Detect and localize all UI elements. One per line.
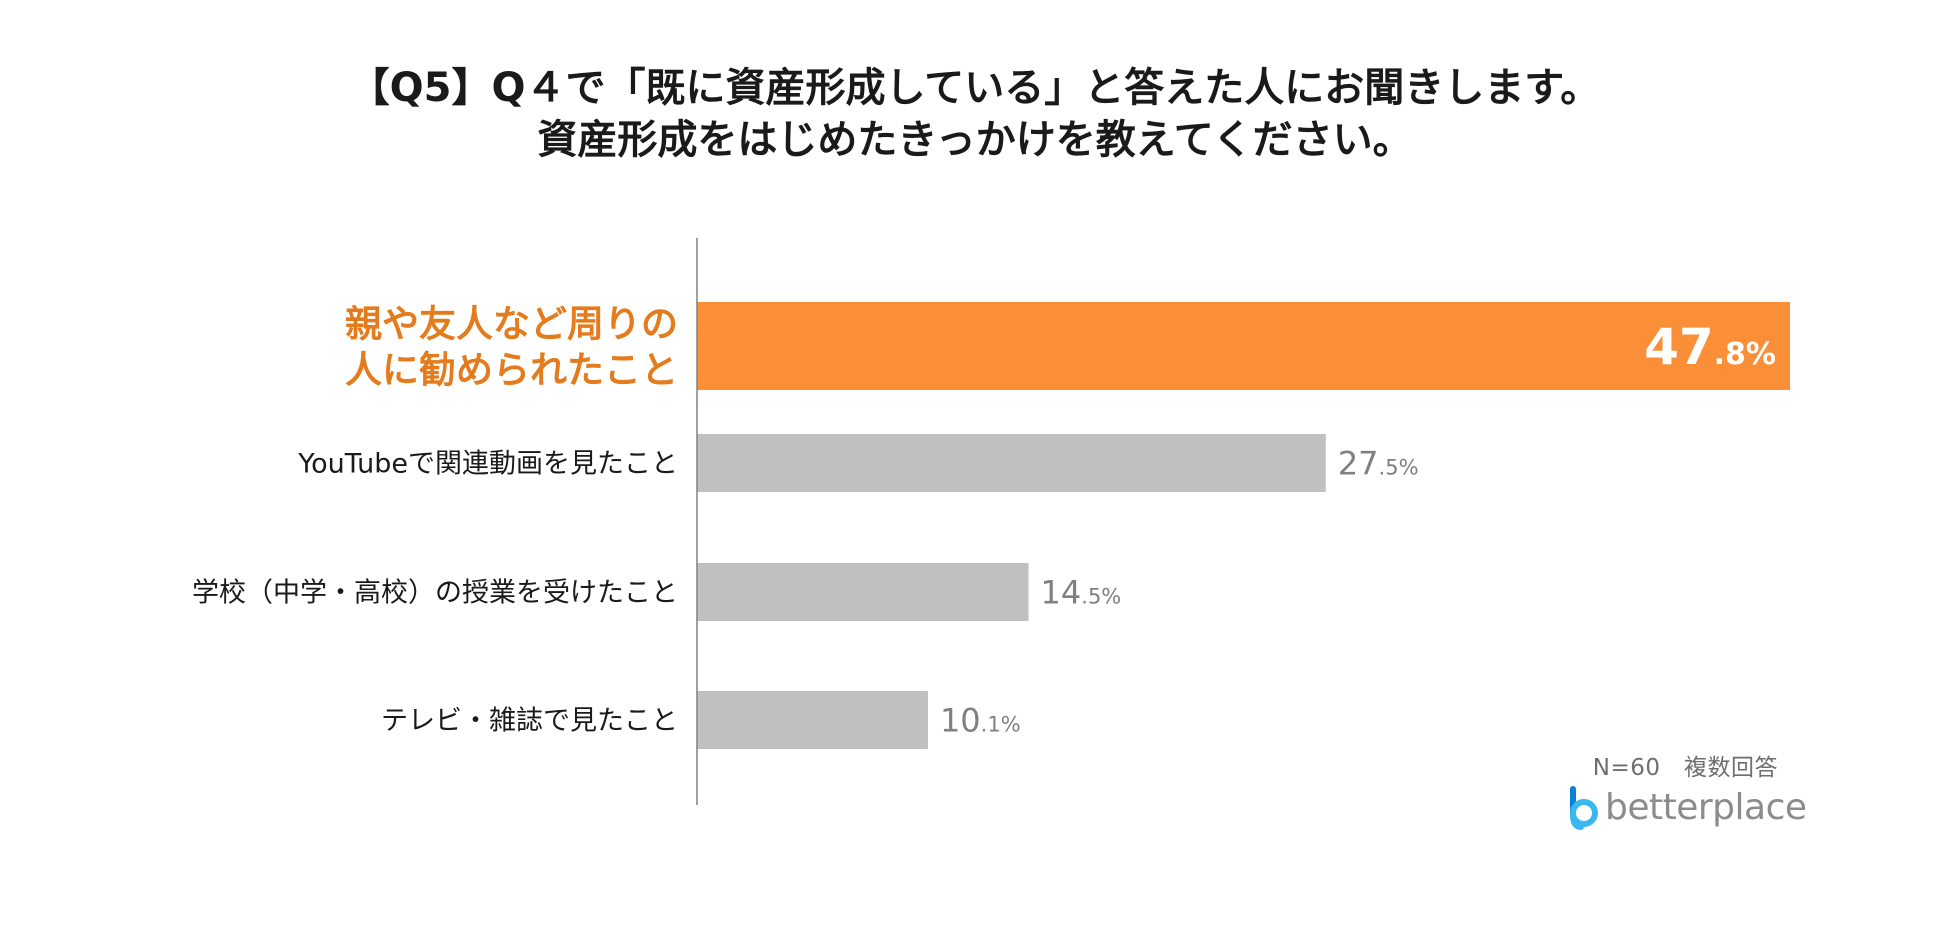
value-label-4-dec: .1% <box>981 713 1021 737</box>
bar-4 <box>697 691 928 749</box>
bar-1 <box>697 302 1790 390</box>
value-label-3: 14.5% <box>1041 574 1122 612</box>
value-label-2: 27.5% <box>1338 445 1419 483</box>
value-label-1-int: 47 <box>1644 318 1714 376</box>
value-label-3-dec: .5% <box>1081 585 1121 609</box>
value-label-4: 10.1% <box>940 702 1021 740</box>
value-label-2-dec: .5% <box>1379 456 1419 480</box>
value-label-3-int: 14 <box>1041 574 1082 612</box>
value-label-2-int: 27 <box>1338 445 1379 483</box>
category-label-1-line-2: 人に勧められたこと <box>345 348 678 391</box>
bar-3 <box>697 563 1029 621</box>
sample-size-note: N=60 複数回答 <box>1592 755 1778 781</box>
bar-2 <box>697 434 1326 492</box>
category-label-4-line-1: テレビ・雑誌で見たこと <box>381 706 678 737</box>
category-label-1: 親や友人など周りの人に勧められたこと <box>345 302 678 391</box>
chart-title: 【Q5】Q４で「既に資産形成している」と答えた人にお聞きします。 資産形成をはじ… <box>0 62 1950 166</box>
value-label-1: 47.8% <box>1644 318 1776 376</box>
category-label-3-line-1: 学校（中学・高校）の授業を受けたこと <box>192 578 678 609</box>
betterplace-logo-icon <box>1570 786 1598 830</box>
value-label-1-dec: .8% <box>1714 337 1776 372</box>
category-label-4: テレビ・雑誌で見たこと <box>381 706 678 737</box>
brand-logo: betterplace <box>1567 784 1807 832</box>
category-label-2-line-1: YouTubeで関連動画を見たこと <box>297 449 678 480</box>
value-label-4-int: 10 <box>940 702 981 740</box>
category-label-1-line-1: 親や友人など周りの <box>345 302 678 345</box>
category-label-2: YouTubeで関連動画を見たこと <box>297 449 678 480</box>
brand-logo-text: betterplace <box>1605 787 1807 828</box>
category-label-3: 学校（中学・高校）の授業を受けたこと <box>192 578 678 609</box>
chart-title-line-2: 資産形成をはじめたきっかけを教えてください。 <box>537 117 1413 163</box>
chart-title-line-1: 【Q5】Q４で「既に資産形成している」と答えた人にお聞きします。 <box>349 65 1601 111</box>
